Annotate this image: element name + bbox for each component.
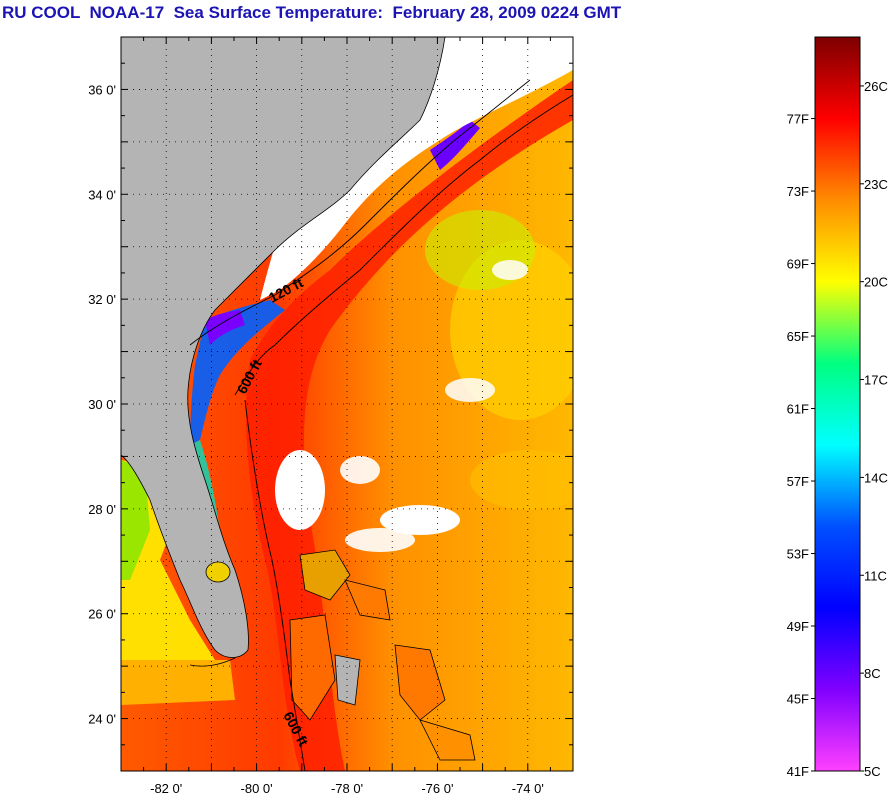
colorbar-label-c: 11C <box>864 568 887 583</box>
latitude-label: 32 0' <box>88 292 116 307</box>
isobath-600ft <box>234 94 573 396</box>
latitude-label: 28 0' <box>88 502 116 517</box>
bahamas-bank <box>289 614 336 721</box>
colorbar-label-c: 26C <box>864 79 888 94</box>
bahamas-bank <box>299 549 351 601</box>
colorbar-label-f: 69F <box>787 257 809 272</box>
latitude-labels: 36 0' 34 0' 32 0' 30 0' 28 0' 26 0' 24 0' <box>88 82 116 726</box>
gulf-water-cool <box>121 460 150 580</box>
colorbar-celsius-labels: 26C 23C 20C 17C 14C 11C 8C 5C <box>864 79 888 779</box>
latitude-label: 36 0' <box>88 82 116 97</box>
latitude-label: 30 0' <box>88 397 116 412</box>
land-us-southeast <box>121 37 446 658</box>
colorbar-label-c: 23C <box>864 177 888 192</box>
colorbar-fahrenheit-labels: 77F 73F 69F 65F 61F 57F 53F 49F 45F 41F <box>787 112 809 779</box>
isobath-120ft <box>189 79 531 346</box>
bahamas-bank <box>394 644 446 721</box>
longitude-label: -82 0' <box>150 781 182 796</box>
isobath-600ft-south <box>244 399 306 771</box>
cloud-patch <box>345 528 415 552</box>
longitude-label: -76 0' <box>421 781 453 796</box>
longitude-labels: -82 0' -80 0' -78 0' -76 0' -74 0' <box>150 781 544 796</box>
lake-okeechobee <box>205 561 231 583</box>
cloud-patch <box>275 450 325 530</box>
axis-ticks <box>120 36 574 772</box>
colorbar-label-f: 41F <box>787 764 809 779</box>
colorbar-label-f: 61F <box>787 402 809 417</box>
map-layers: 120 ft 600 ft 600 ft <box>121 37 573 771</box>
longitude-label: -80 0' <box>241 781 273 796</box>
cloud-patch <box>492 260 528 280</box>
lat-lon-grid <box>121 37 573 771</box>
cloud-patch <box>380 505 460 535</box>
cuba-land <box>334 654 361 706</box>
latitude-label: 34 0' <box>88 187 116 202</box>
longitude-label: -78 0' <box>331 781 363 796</box>
colorbar-ticks <box>811 85 864 772</box>
colorbar-label-f: 53F <box>787 547 809 562</box>
latitude-label: 24 0' <box>88 712 116 727</box>
colorbar-label-c: 8C <box>864 666 881 681</box>
gulf-stream-band <box>245 80 573 771</box>
colorbar-label-f: 77F <box>787 112 809 127</box>
colorbar-label-f: 45F <box>787 692 809 707</box>
cool-eddy <box>470 450 573 510</box>
florida-keys <box>189 657 236 667</box>
cloud-patch <box>340 456 380 484</box>
bahamas-bank <box>344 579 391 621</box>
bahamas-bank <box>419 719 476 761</box>
cold-shelf-water <box>430 120 480 170</box>
colorbar-label-f: 57F <box>787 474 809 489</box>
map-title: RU COOL NOAA-17 Sea Surface Temperature:… <box>2 3 622 22</box>
cold-shelf-water <box>205 310 245 345</box>
latitude-label: 26 0' <box>88 607 116 622</box>
colorbar-label-c: 17C <box>864 373 888 388</box>
colorbar <box>814 36 861 772</box>
longitude-label: -74 0' <box>512 781 544 796</box>
colorbar-label-c: 20C <box>864 275 888 290</box>
colorbar-label-f: 65F <box>787 329 809 344</box>
cloud-patch <box>445 378 495 402</box>
gulf-water <box>121 660 235 705</box>
colorbar-label-c: 5C <box>864 764 881 779</box>
colorbar-label-f: 73F <box>787 184 809 199</box>
colorbar-label-c: 14C <box>864 470 888 485</box>
colorbar-label-f: 49F <box>787 619 809 634</box>
